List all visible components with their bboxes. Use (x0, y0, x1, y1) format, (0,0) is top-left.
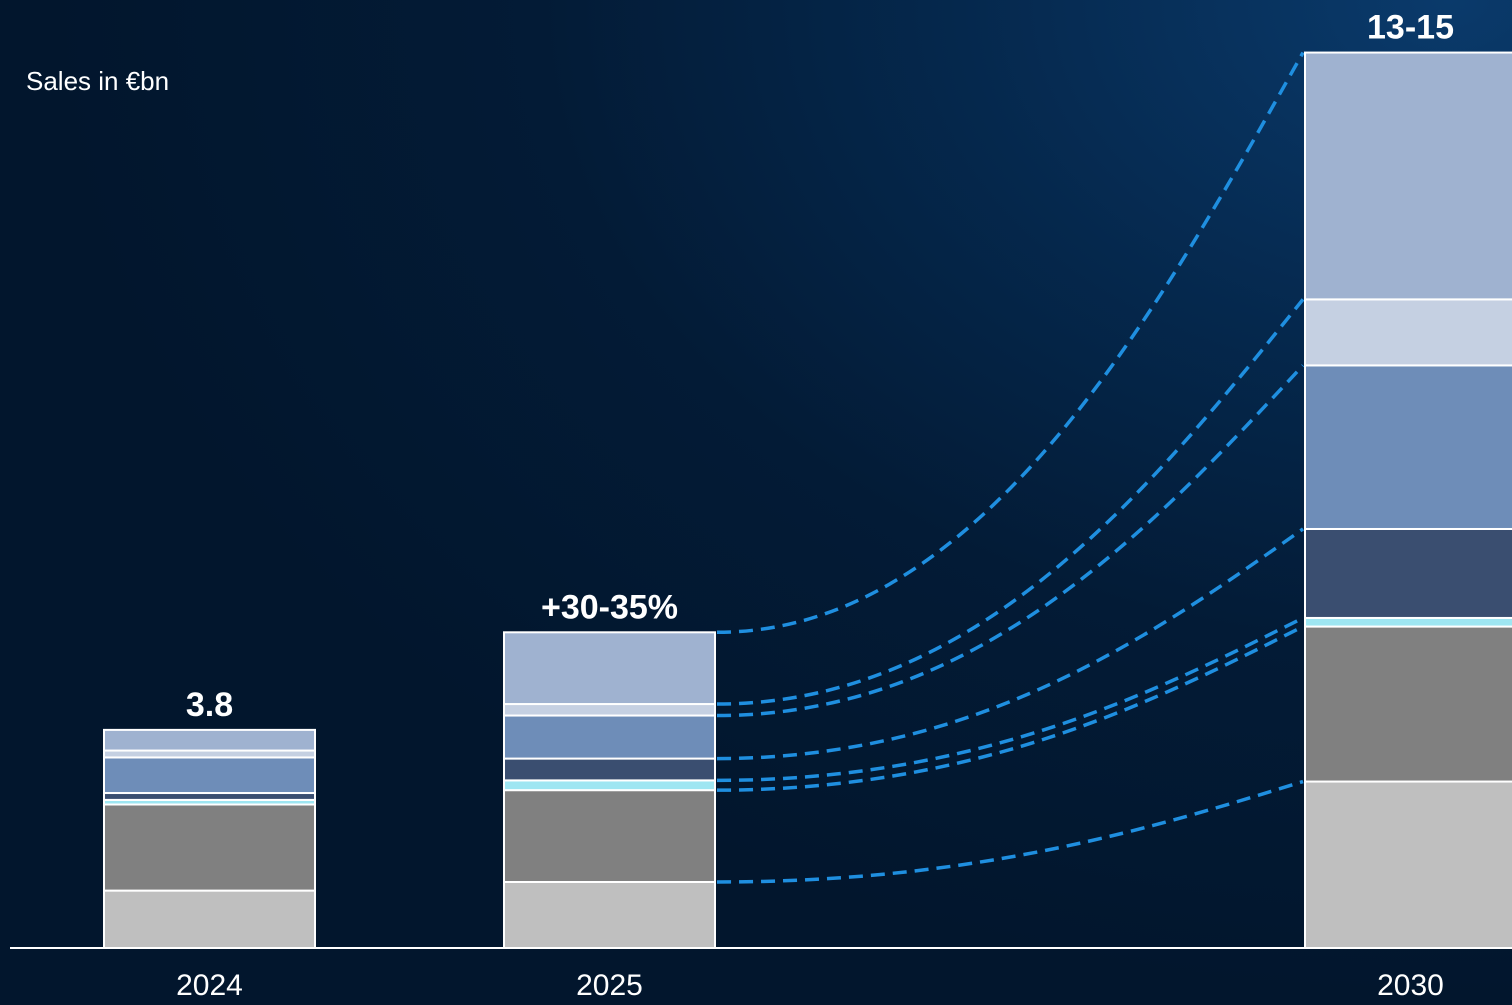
x-tick-label-2025: 2025 (576, 969, 643, 1002)
connector-line-1 (716, 624, 1304, 792)
bar-segment-2025-2 (503, 779, 716, 792)
bar-2024 (103, 728, 316, 949)
connector-line-2 (716, 616, 1304, 783)
bar-segment-2025-5 (503, 703, 716, 717)
connector-line-4 (716, 364, 1305, 718)
bar-segment-2024-5 (103, 749, 316, 759)
bar-segment-2024-0 (103, 889, 316, 949)
x-tick-label-2024: 2024 (176, 969, 243, 1002)
total-label-2024: 3.8 (186, 686, 233, 724)
bar-segment-2024-6 (103, 728, 316, 752)
bar-segment-2024-3 (103, 792, 316, 801)
bar-segment-2025-4 (503, 714, 716, 760)
bar-segment-2024-1 (103, 803, 316, 892)
bar-segment-2025-1 (503, 789, 716, 883)
y-axis-unit-label: Sales in €bn (26, 66, 170, 96)
connector-line-0 (716, 779, 1304, 884)
total-label-2030: 13-15 (1367, 9, 1454, 47)
bar-segment-2025-6 (503, 631, 716, 706)
bar-segment-2030-0 (1304, 780, 1512, 949)
connector-line-3 (716, 527, 1305, 761)
x-tick-labels: 2024 2025 2030 (176, 969, 1444, 1002)
bar-segment-2030-2 (1304, 616, 1512, 628)
bar-segment-2030-3 (1304, 527, 1512, 619)
connector-line-6 (716, 51, 1305, 635)
bar-segment-2025-0 (503, 880, 716, 949)
connector-line-5 (716, 298, 1305, 706)
bar-segment-2025-3 (503, 757, 716, 782)
bar-segment-2030-1 (1304, 625, 1512, 783)
bars-group (103, 51, 1512, 949)
connector-lines (716, 51, 1305, 884)
total-labels: 3.8 +30-35% 13-15 (186, 9, 1454, 724)
bar-2025 (503, 631, 716, 949)
bar-segment-2030-6 (1304, 51, 1512, 301)
total-label-2025: +30-35% (541, 588, 678, 626)
bar-segment-2024-4 (103, 756, 316, 795)
bar-2030 (1304, 51, 1512, 949)
bar-segment-2030-5 (1304, 298, 1512, 367)
bar-segment-2030-4 (1304, 364, 1512, 530)
x-tick-label-2030: 2030 (1377, 969, 1444, 1002)
